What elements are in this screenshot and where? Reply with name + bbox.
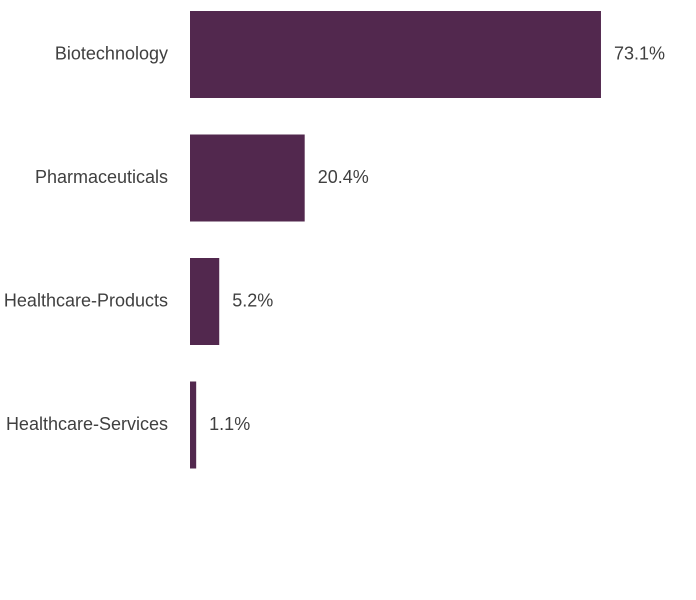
value-label: 73.1% (614, 43, 665, 63)
bar (190, 11, 601, 98)
bar (190, 381, 197, 469)
value-label: 5.2% (232, 290, 273, 310)
category-label: Biotechnology (55, 43, 168, 63)
value-label: 20.4% (318, 167, 369, 187)
category-label: Healthcare-Services (6, 414, 168, 434)
category-label: Healthcare-Products (4, 290, 168, 310)
bar (190, 258, 220, 345)
bar (190, 134, 305, 222)
value-label: 1.1% (209, 414, 250, 434)
category-label: Pharmaceuticals (35, 167, 168, 187)
